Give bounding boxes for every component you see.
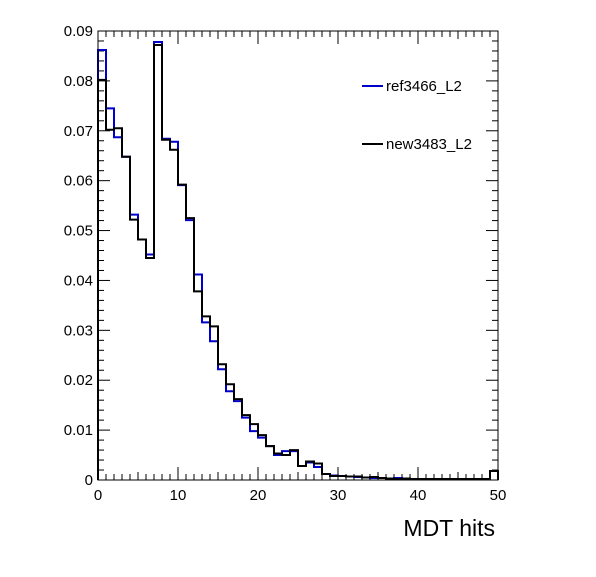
x-tick-label: 40 [410,487,427,504]
x-axis-label: MDT hits [403,515,495,541]
y-tick-label: 0.04 [64,272,93,289]
plot-frame [97,30,499,481]
series-line-2 [97,43,499,481]
legend-label: ref3466_L2 [386,78,462,95]
series-line-1 [97,40,499,481]
x-tick-label: 0 [94,487,102,504]
y-tick-label: 0 [85,472,93,489]
ticks-layer [97,30,499,481]
y-tick-label: 0.01 [64,422,93,439]
legend: ref3466_L2 new3483_L2 [362,78,472,153]
y-tick-label: 0.08 [64,73,93,90]
y-tick-label: 0.07 [64,123,93,140]
x-tick-label: 10 [170,487,187,504]
x-tick-label: 30 [330,487,347,504]
y-tick-label: 0.06 [64,173,93,190]
tick-labels-layer: 0 10 20 30 40 50 0 0.01 0.02 0.03 0.04 0.05 0.06 0.07… [64,23,507,504]
y-tick-label: 0.02 [64,372,93,389]
x-tick-label: 50 [490,487,507,504]
x-tick-label: 20 [250,487,267,504]
y-tick-label: 0.09 [64,23,93,40]
y-tick-label: 0.05 [64,223,93,240]
series-layer [97,40,499,481]
y-tick-label: 0.03 [64,322,93,339]
legend-label: new3483_L2 [386,136,472,153]
